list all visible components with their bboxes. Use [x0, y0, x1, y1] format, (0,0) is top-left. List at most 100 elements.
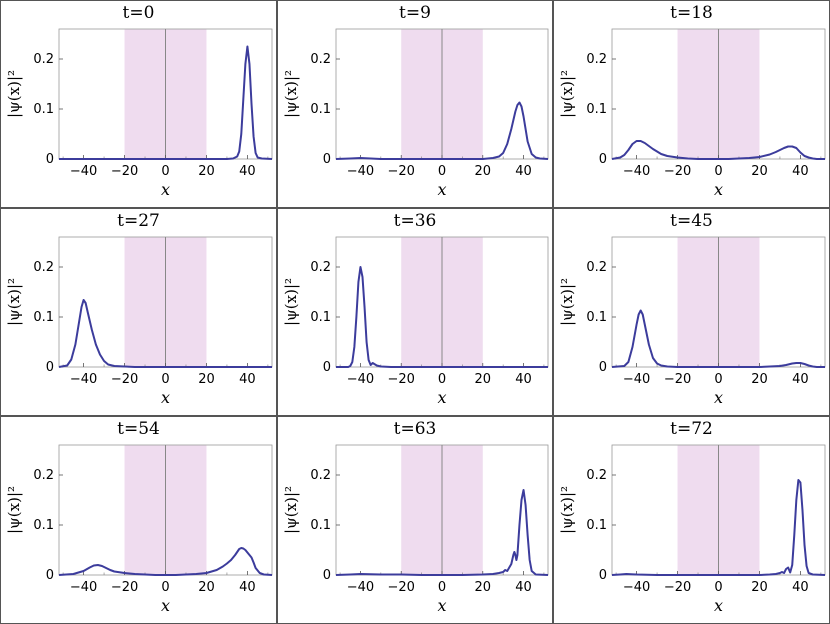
chart-title: t=63 [393, 419, 437, 439]
chart-title: t=72 [670, 419, 713, 439]
x-tick-label: 0 [714, 580, 722, 595]
y-tick-label: 0 [323, 152, 331, 167]
chart-svg: −40 −20 0 20 40 0 0.1 0.2 x |ψ(x)|² [558, 236, 826, 407]
x-tick-label: −40 [70, 580, 97, 595]
x-tick-label: 0 [438, 372, 446, 387]
y-axis-label: |ψ(x)|² [5, 70, 23, 118]
y-tick-label: 0.2 [33, 52, 54, 67]
x-tick-label: −20 [111, 164, 138, 179]
y-tick-label: 0.2 [586, 52, 607, 67]
chart-panel: t=9 −40 −20 0 20 40 0 0.1 0.2 x |ψ(x)|² [277, 0, 553, 208]
y-tick-label: 0.2 [310, 468, 331, 483]
chart-panel: t=0 −40 −20 0 20 40 0 0.1 0.2 x |ψ(x)|² [0, 0, 277, 208]
x-tick-label: 40 [792, 372, 809, 387]
x-tick-label: −20 [664, 164, 691, 179]
chart-title: t=45 [670, 211, 713, 231]
x-tick-label: 0 [161, 372, 169, 387]
y-axis-label: |ψ(x)|² [282, 486, 300, 534]
x-axis-label: x [714, 596, 723, 615]
y-tick-label: 0.1 [310, 310, 331, 325]
x-tick-label: −40 [623, 372, 650, 387]
probability-density-curve [611, 479, 826, 576]
y-tick-label: 0.2 [586, 260, 607, 275]
chart-svg: −40 −20 0 20 40 0 0.1 0.2 x |ψ(x)|² [282, 28, 549, 199]
y-axis-label: |ψ(x)|² [5, 278, 23, 326]
x-tick-label: 0 [714, 164, 722, 179]
x-tick-label: −40 [347, 164, 374, 179]
y-tick-label: 0.1 [310, 518, 331, 533]
y-tick-label: 0 [599, 568, 607, 583]
probability-density-curve [611, 309, 825, 368]
x-tick-label: 20 [198, 164, 215, 179]
x-tick-label: −20 [664, 372, 691, 387]
chart-title: t=0 [122, 3, 155, 23]
x-tick-label: 40 [515, 164, 532, 179]
x-tick-label: 20 [198, 372, 215, 387]
x-axis-label: x [437, 180, 446, 199]
y-tick-label: 0.2 [586, 468, 607, 483]
y-axis-label: |ψ(x)|² [282, 278, 300, 326]
x-tick-label: 40 [239, 580, 256, 595]
x-axis-label: x [161, 596, 170, 615]
y-axis-label: |ψ(x)|² [558, 70, 576, 118]
x-axis-label: x [161, 388, 170, 407]
y-tick-label: 0 [599, 360, 607, 375]
chart-panel: t=27 −40 −20 0 20 40 0 0.1 0.2 x |ψ(x)|² [0, 208, 277, 416]
probability-density-curve [335, 101, 549, 160]
x-tick-label: −20 [664, 580, 691, 595]
y-tick-label: 0 [46, 360, 54, 375]
x-tick-label: 20 [474, 372, 491, 387]
x-tick-label: −20 [111, 372, 138, 387]
x-tick-label: −20 [388, 372, 415, 387]
y-tick-label: 0 [46, 568, 54, 583]
probability-density-curve [58, 547, 273, 576]
y-tick-label: 0.1 [310, 102, 331, 117]
chart-svg: −40 −20 0 20 40 0 0.1 0.2 x |ψ(x)|² [5, 236, 273, 407]
y-tick-label: 0 [323, 568, 331, 583]
x-axis-label: x [437, 596, 446, 615]
y-tick-label: 0 [323, 360, 331, 375]
y-tick-label: 0.1 [33, 310, 54, 325]
x-axis-label: x [714, 388, 723, 407]
y-tick-label: 0.1 [586, 310, 607, 325]
y-tick-label: 0.2 [33, 260, 54, 275]
chart-title: t=27 [117, 211, 160, 231]
x-tick-label: 20 [198, 580, 215, 595]
x-tick-label: −40 [623, 164, 650, 179]
x-tick-label: 0 [714, 372, 722, 387]
probability-density-curve [336, 266, 548, 368]
x-tick-label: 40 [515, 580, 532, 595]
chart-svg: −40 −20 0 20 40 0 0.1 0.2 x |ψ(x)|² [282, 444, 549, 615]
x-tick-label: 40 [792, 164, 809, 179]
x-tick-label: −40 [70, 372, 97, 387]
x-tick-label: 40 [792, 580, 809, 595]
y-tick-label: 0.1 [586, 102, 607, 117]
chart-panel: t=36 −40 −20 0 20 40 0 0.1 0.2 x |ψ(x)|² [277, 208, 553, 416]
y-tick-label: 0.2 [310, 260, 331, 275]
chart-panel: t=45 −40 −20 0 20 40 0 0.1 0.2 x |ψ(x)|² [553, 208, 830, 416]
y-axis-label: |ψ(x)|² [5, 486, 23, 534]
y-axis-label: |ψ(x)|² [558, 278, 576, 326]
x-tick-label: 20 [474, 164, 491, 179]
x-tick-label: −20 [388, 580, 415, 595]
chart-title: t=36 [393, 211, 437, 231]
y-tick-label: 0 [46, 152, 54, 167]
y-tick-label: 0.1 [586, 518, 607, 533]
chart-svg: −40 −20 0 20 40 0 0.1 0.2 x |ψ(x)|² [5, 28, 273, 199]
x-tick-label: 0 [161, 580, 169, 595]
x-tick-label: 40 [239, 164, 256, 179]
chart-panel: t=18 −40 −20 0 20 40 0 0.1 0.2 x |ψ(x)|² [553, 0, 830, 208]
x-tick-label: 40 [239, 372, 256, 387]
chart-panel: t=72 −40 −20 0 20 40 0 0.1 0.2 x |ψ(x)|² [553, 416, 830, 624]
x-tick-label: 40 [515, 372, 532, 387]
x-tick-label: 20 [751, 372, 768, 387]
x-tick-label: 20 [474, 580, 491, 595]
x-tick-label: −40 [347, 580, 374, 595]
x-tick-label: 20 [751, 580, 768, 595]
chart-title: t=18 [670, 3, 713, 23]
y-tick-label: 0.2 [310, 52, 331, 67]
x-tick-label: −40 [70, 164, 97, 179]
chart-title: t=54 [117, 419, 160, 439]
x-tick-label: −40 [623, 580, 650, 595]
